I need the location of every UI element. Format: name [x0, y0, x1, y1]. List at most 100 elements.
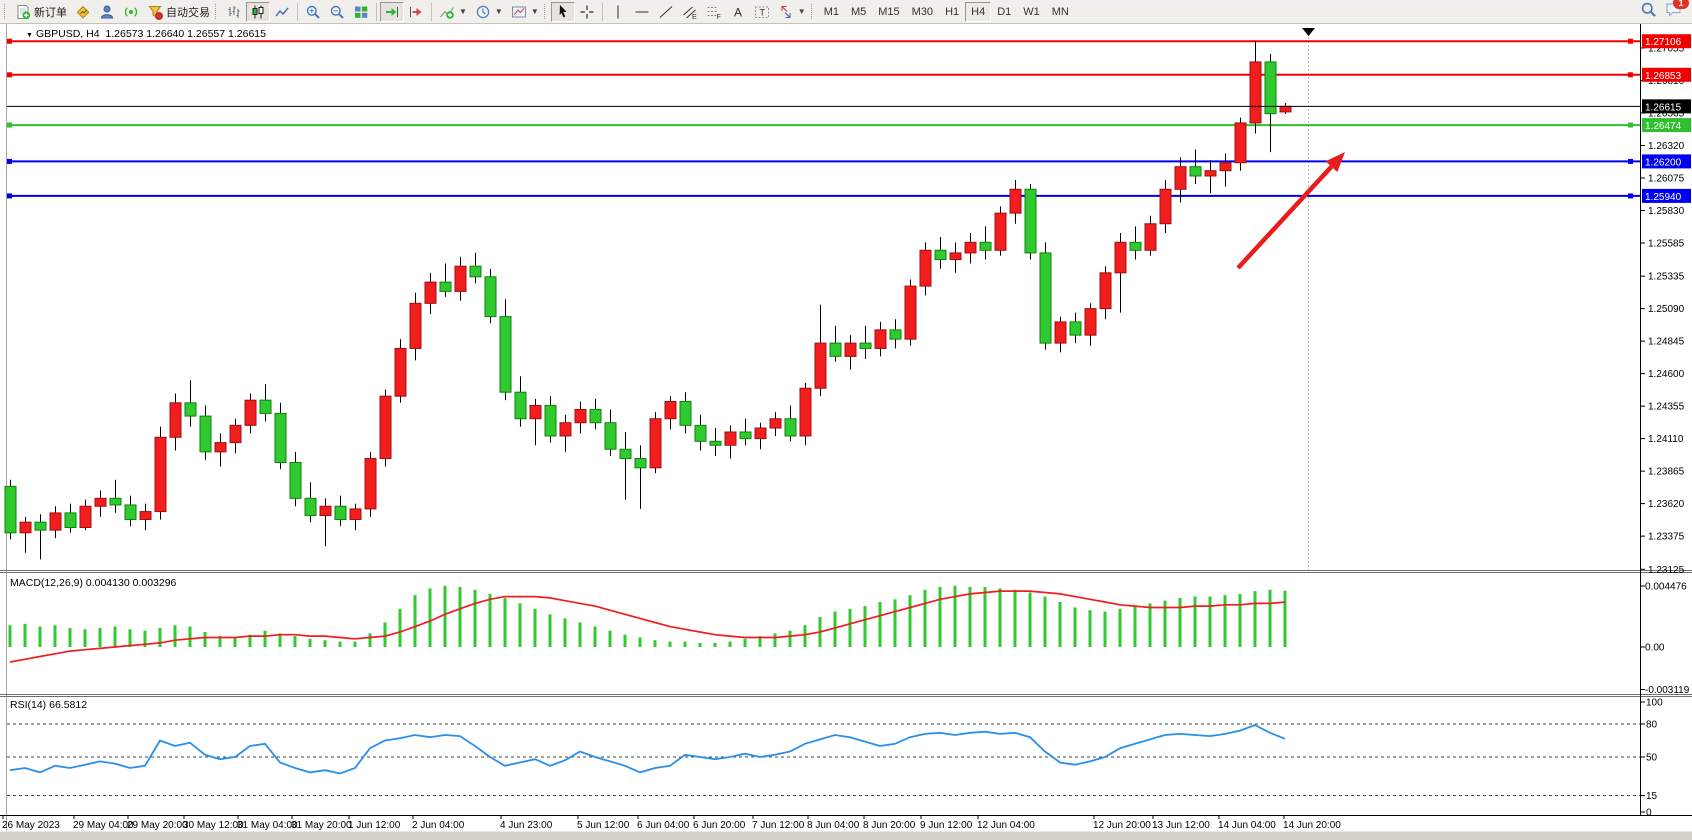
candle-up — [844, 342, 857, 357]
hline-right-handle[interactable] — [1628, 72, 1633, 78]
candlestick-chart-type-button[interactable] — [246, 1, 270, 22]
zoom-out-icon — [329, 4, 345, 20]
timeframe-m15-button[interactable]: M15 — [878, 5, 900, 18]
time-label: 6 Jun 04:00 — [637, 820, 690, 831]
candle-up — [94, 497, 107, 507]
line-chart-type-button[interactable] — [270, 2, 294, 22]
chat-button[interactable]: 1 — [1665, 0, 1689, 23]
toolbar-grip[interactable] — [543, 4, 548, 19]
candle-down — [1189, 166, 1202, 177]
arrow-head-icon — [1325, 152, 1345, 173]
charts-button[interactable] — [71, 2, 95, 22]
macd-histogram-bar — [833, 611, 837, 647]
signals-button[interactable] — [119, 2, 143, 22]
candle-down — [184, 402, 197, 417]
toolbar-grip[interactable] — [4, 4, 8, 19]
text-label-tool-button[interactable]: T — [750, 2, 774, 22]
trend-arrow-annotation[interactable] — [1236, 152, 1345, 270]
hline-left-handle[interactable] — [7, 193, 12, 199]
macd-histogram-bar — [938, 587, 942, 647]
hline-right-handle[interactable] — [1628, 38, 1633, 44]
price-badge — [1642, 154, 1691, 169]
horizontal-line-tool-button[interactable] — [630, 2, 654, 22]
profile-button[interactable] — [95, 2, 119, 22]
new-order-button[interactable]: 新订单 — [11, 2, 71, 22]
toolbar-separator — [601, 2, 603, 21]
price-badges: 1.27106 1.26853 1.26615 1.26474 1.26200 1.259… — [1642, 34, 1691, 203]
trendline-tool-button[interactable] — [654, 2, 678, 22]
text-tool-button[interactable]: A — [726, 2, 750, 22]
chart-shift-icon — [408, 4, 424, 20]
vertical-line-tool-button[interactable] — [606, 2, 630, 22]
candle-up — [1054, 321, 1067, 344]
autotrading-button[interactable]: 自动交易 — [143, 2, 214, 22]
macd-histogram-bar — [1163, 600, 1167, 647]
autotrading-label: 自动交易 — [166, 6, 210, 19]
hline-right-handle[interactable] — [1628, 158, 1633, 164]
hline-left-handle[interactable] — [7, 72, 12, 78]
search-icon[interactable] — [1640, 1, 1657, 23]
candle-down — [304, 497, 317, 517]
macd-histogram-bar — [1118, 608, 1122, 647]
horizontal-line-objects[interactable] — [7, 38, 1640, 199]
tile-windows-button[interactable] — [349, 2, 373, 22]
symbol-dropdown-icon[interactable]: ▼ — [26, 32, 33, 39]
chart-shift-button[interactable] — [404, 2, 428, 22]
zoom-in-button[interactable] — [301, 2, 325, 22]
arrows-tool-button[interactable]: ▼ — [774, 2, 810, 22]
macd-histogram-bar — [788, 630, 792, 647]
auto-scroll-button[interactable] — [380, 1, 404, 22]
crosshair-button[interactable] — [575, 2, 599, 22]
time-label: 26 May 2023 — [2, 820, 60, 831]
zoom-out-button[interactable] — [325, 2, 349, 22]
hline-left-handle[interactable] — [7, 38, 12, 44]
fibonacci-tool-button[interactable]: F — [702, 2, 726, 22]
status-strip — [0, 831, 1692, 840]
price-tick-label: 1.25830 — [1648, 206, 1685, 217]
macd-histogram-bar — [683, 641, 687, 647]
svg-text:E: E — [692, 14, 697, 20]
time-label: 9 Jun 12:00 — [920, 820, 973, 831]
candle-down — [1039, 252, 1052, 344]
candle-down — [859, 342, 872, 349]
timeframe-m30-button[interactable]: M30 — [911, 5, 934, 18]
toolbar-grip[interactable] — [810, 4, 815, 19]
time-label: 5 Jun 12:00 — [577, 820, 630, 831]
timeframe-m1-button[interactable]: M1 — [823, 5, 839, 18]
rsi-value: 66.5812 — [49, 699, 88, 711]
bar-chart-type-button[interactable] — [222, 2, 246, 22]
time-axis-line — [0, 815, 1692, 816]
price-axis[interactable]: 1.270551.268101.265651.263201.260751.258… — [0, 24, 1692, 819]
timeframe-h4-button[interactable]: H4 — [965, 1, 992, 22]
timeframe-d1-button[interactable]: D1 — [997, 5, 1012, 18]
macd-histogram-bar — [308, 638, 312, 647]
toolbar-separator — [431, 2, 432, 21]
chart-area[interactable]: 1.270551.268101.265651.263201.260751.258… — [0, 24, 1692, 840]
hline-left-handle[interactable] — [7, 158, 12, 164]
hline-left-handle[interactable] — [7, 122, 12, 128]
candle-up — [559, 422, 572, 437]
macd-histogram-bar — [548, 614, 552, 647]
timeframe-m5-button[interactable]: M5 — [850, 5, 867, 18]
rsi-line — [9, 724, 1286, 775]
hline-right-handle[interactable] — [1628, 122, 1633, 128]
timeframe-w1-button[interactable]: W1 — [1023, 5, 1040, 18]
cursor-button[interactable] — [550, 1, 575, 22]
candle-down — [784, 418, 797, 437]
indicators-button[interactable]: ▼ — [435, 2, 471, 22]
equidistant-channel-tool-button[interactable]: E — [678, 2, 702, 22]
text-label-icon: T — [754, 4, 770, 20]
toolbar-grip[interactable] — [215, 4, 219, 19]
timeframes-dropdown-button[interactable]: ▼ — [471, 2, 507, 22]
candle-up — [1279, 105, 1292, 113]
hline-right-handle[interactable] — [1628, 193, 1633, 199]
time-label: 12 Jun 20:00 — [1093, 820, 1151, 831]
macd-tick-label: 0.004476 — [1645, 582, 1687, 593]
time-label: 2 Jun 04:00 — [412, 820, 465, 831]
timeframe-mn-button[interactable]: MN — [1051, 5, 1069, 18]
timeframe-h1-button[interactable]: H1 — [945, 5, 960, 18]
macd-histogram-bar — [608, 630, 612, 647]
templates-button[interactable]: ▼ — [507, 2, 543, 22]
profile-icon — [99, 4, 115, 20]
